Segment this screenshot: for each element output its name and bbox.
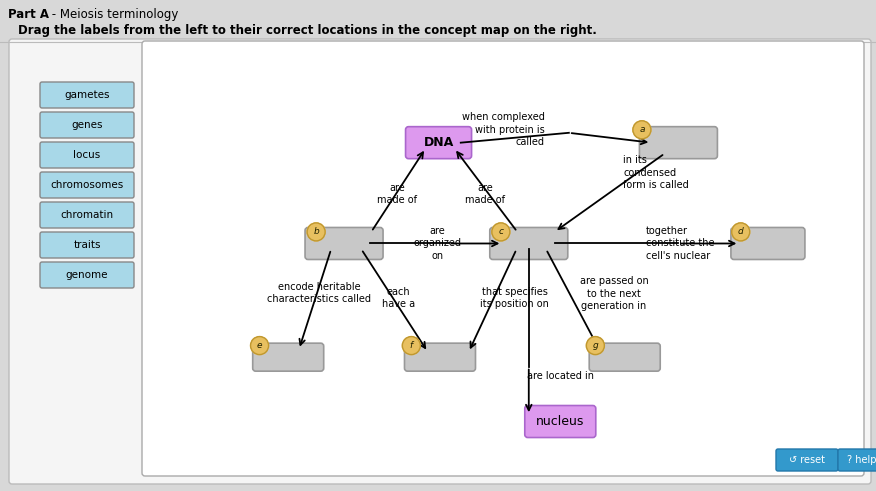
Text: g: g [592,341,598,350]
Text: locus: locus [74,150,101,160]
Text: a: a [639,125,645,135]
Text: - Meiosis terminology: - Meiosis terminology [48,8,179,21]
Circle shape [731,223,750,241]
Text: d: d [738,227,744,236]
Text: each
have a: each have a [382,287,415,309]
Circle shape [307,223,325,241]
Circle shape [586,337,604,355]
Text: Drag the labels from the left to their correct locations in the concept map on t: Drag the labels from the left to their c… [18,24,597,37]
Circle shape [402,337,420,355]
Text: DNA: DNA [423,136,454,149]
Text: gametes: gametes [64,90,110,100]
Text: f: f [410,341,413,350]
Text: e: e [257,341,262,350]
Text: are located in: are located in [526,372,594,382]
FancyBboxPatch shape [40,112,134,138]
FancyBboxPatch shape [40,232,134,258]
FancyBboxPatch shape [40,262,134,288]
FancyBboxPatch shape [406,127,471,159]
FancyBboxPatch shape [525,406,596,437]
FancyBboxPatch shape [142,41,864,476]
Text: are
organized
on: are organized on [413,226,461,261]
Text: are
made of: are made of [465,183,505,205]
Text: in its
condensed
form is called: in its condensed form is called [624,155,689,190]
FancyBboxPatch shape [252,343,324,371]
FancyBboxPatch shape [40,202,134,228]
Text: b: b [314,227,319,236]
Text: together
constitute the
cell's nuclear: together constitute the cell's nuclear [646,226,715,261]
Text: chromatin: chromatin [60,210,114,220]
FancyBboxPatch shape [490,227,568,259]
Text: chromosomes: chromosomes [51,180,124,190]
Text: ? help: ? help [847,455,876,465]
Text: that specifies
its position on: that specifies its position on [480,287,549,309]
Text: when complexed
with protein is
called: when complexed with protein is called [462,112,545,147]
FancyBboxPatch shape [40,172,134,198]
Text: are passed on
to the next
generation in: are passed on to the next generation in [580,276,648,311]
Text: genome: genome [66,270,109,280]
Text: are
made of: are made of [377,183,417,205]
Circle shape [251,337,269,355]
Text: Part A: Part A [8,8,49,21]
FancyBboxPatch shape [40,142,134,168]
FancyBboxPatch shape [639,127,717,159]
FancyBboxPatch shape [40,82,134,108]
Circle shape [632,121,651,139]
Circle shape [491,223,510,241]
Text: ↺ reset: ↺ reset [789,455,825,465]
FancyBboxPatch shape [838,449,876,471]
Text: traits: traits [74,240,101,250]
FancyBboxPatch shape [305,227,383,259]
FancyBboxPatch shape [776,449,838,471]
FancyBboxPatch shape [405,343,476,371]
Text: encode heritable
characteristics called: encode heritable characteristics called [267,282,371,304]
FancyBboxPatch shape [590,343,661,371]
Text: nucleus: nucleus [536,415,584,428]
FancyBboxPatch shape [731,227,805,259]
Text: c: c [498,227,504,236]
FancyBboxPatch shape [9,39,871,484]
Text: genes: genes [71,120,102,130]
